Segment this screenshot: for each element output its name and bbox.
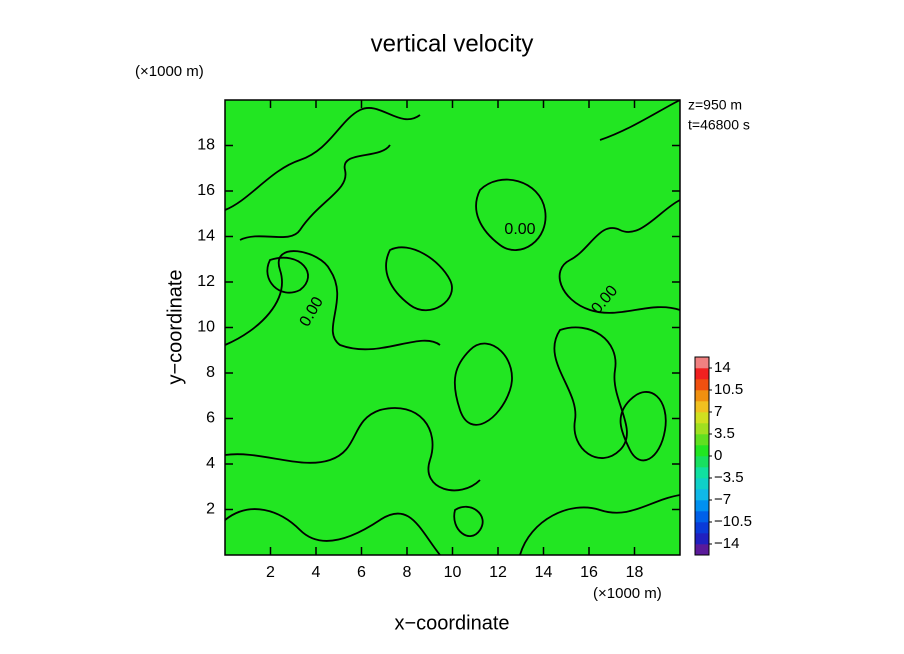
colorbar-band — [695, 467, 709, 479]
colorbar-band — [695, 423, 709, 435]
contours — [224, 99, 681, 556]
colorbar-band — [695, 445, 709, 457]
colorbar-tick-label: −7 — [714, 491, 731, 508]
y-tick-label: 14 — [197, 228, 215, 245]
y-tick-label: 10 — [197, 319, 215, 336]
annotation: z=950 m — [688, 97, 742, 113]
y-tick-label: 12 — [197, 273, 215, 290]
y-tick-label: 6 — [206, 410, 215, 427]
chart-title: vertical velocity — [371, 30, 534, 57]
contour-line — [224, 407, 481, 492]
colorbar-band — [695, 522, 709, 534]
x-tick-label: 6 — [357, 564, 366, 581]
colorbar-tick-label: −14 — [714, 535, 739, 552]
y-tick-label: 2 — [206, 501, 215, 518]
contour-line — [619, 391, 667, 462]
contour-line — [224, 107, 421, 211]
field — [225, 100, 680, 555]
x-tick-label: 14 — [535, 564, 553, 581]
y-tick-label: 8 — [206, 364, 215, 381]
x-tick-label: 2 — [266, 564, 275, 581]
colorbar-band — [695, 434, 709, 446]
x-tick-label: 18 — [626, 564, 644, 581]
colorbar-band — [695, 511, 709, 523]
contour-line — [475, 178, 547, 251]
colorbar-tick-label: 14 — [714, 359, 731, 376]
colorbar-band — [695, 533, 709, 545]
colorbar-band — [695, 412, 709, 424]
colorbar-band — [695, 390, 709, 402]
colorbar-band — [695, 478, 709, 490]
x-unit: (×1000 m) — [593, 585, 662, 602]
x-tick-label: 12 — [489, 564, 507, 581]
annotation: t=46800 s — [688, 117, 750, 133]
colorbar-band — [695, 489, 709, 501]
contour-line — [558, 199, 681, 314]
colorbar-tick-label: 3.5 — [714, 425, 735, 442]
colorbar-tick-label: −3.5 — [714, 469, 744, 486]
contour-line — [599, 99, 681, 141]
y-tick-label: 4 — [206, 455, 215, 472]
colorbar-band — [695, 401, 709, 413]
y-tick-label: 16 — [197, 182, 215, 199]
contour-line — [224, 250, 441, 351]
colorbar-tick-label: 10.5 — [714, 381, 743, 398]
contour-line — [453, 342, 513, 426]
x-tick-label: 4 — [312, 564, 321, 581]
colorbar-tick-label: 0 — [714, 447, 722, 464]
contour-line — [266, 256, 309, 294]
colorbar-tick-label: −10.5 — [714, 513, 752, 530]
colorbar-band — [695, 368, 709, 380]
x-tick-label: 8 — [403, 564, 412, 581]
y-tick-label: 18 — [197, 137, 215, 154]
colorbar-band — [695, 544, 709, 556]
colorbar-band — [695, 500, 709, 512]
colorbar-band — [695, 379, 709, 391]
contour-line — [239, 144, 391, 241]
y-unit: (×1000 m) — [135, 63, 204, 80]
contour-line — [553, 326, 628, 459]
x-tick-label: 10 — [444, 564, 462, 581]
y-axis-label: y−coordinate — [164, 269, 186, 384]
contour-line — [453, 505, 484, 537]
contour-line — [385, 246, 453, 311]
contour-line — [519, 494, 681, 556]
contour-label: 0.00 — [504, 221, 535, 238]
colorbar-band — [695, 357, 709, 369]
x-tick-label: 16 — [580, 564, 598, 581]
colorbar-tick-label: 7 — [714, 403, 722, 420]
x-axis-label: x−coordinate — [394, 612, 509, 634]
contour-line — [224, 508, 441, 556]
colorbar-band — [695, 456, 709, 468]
